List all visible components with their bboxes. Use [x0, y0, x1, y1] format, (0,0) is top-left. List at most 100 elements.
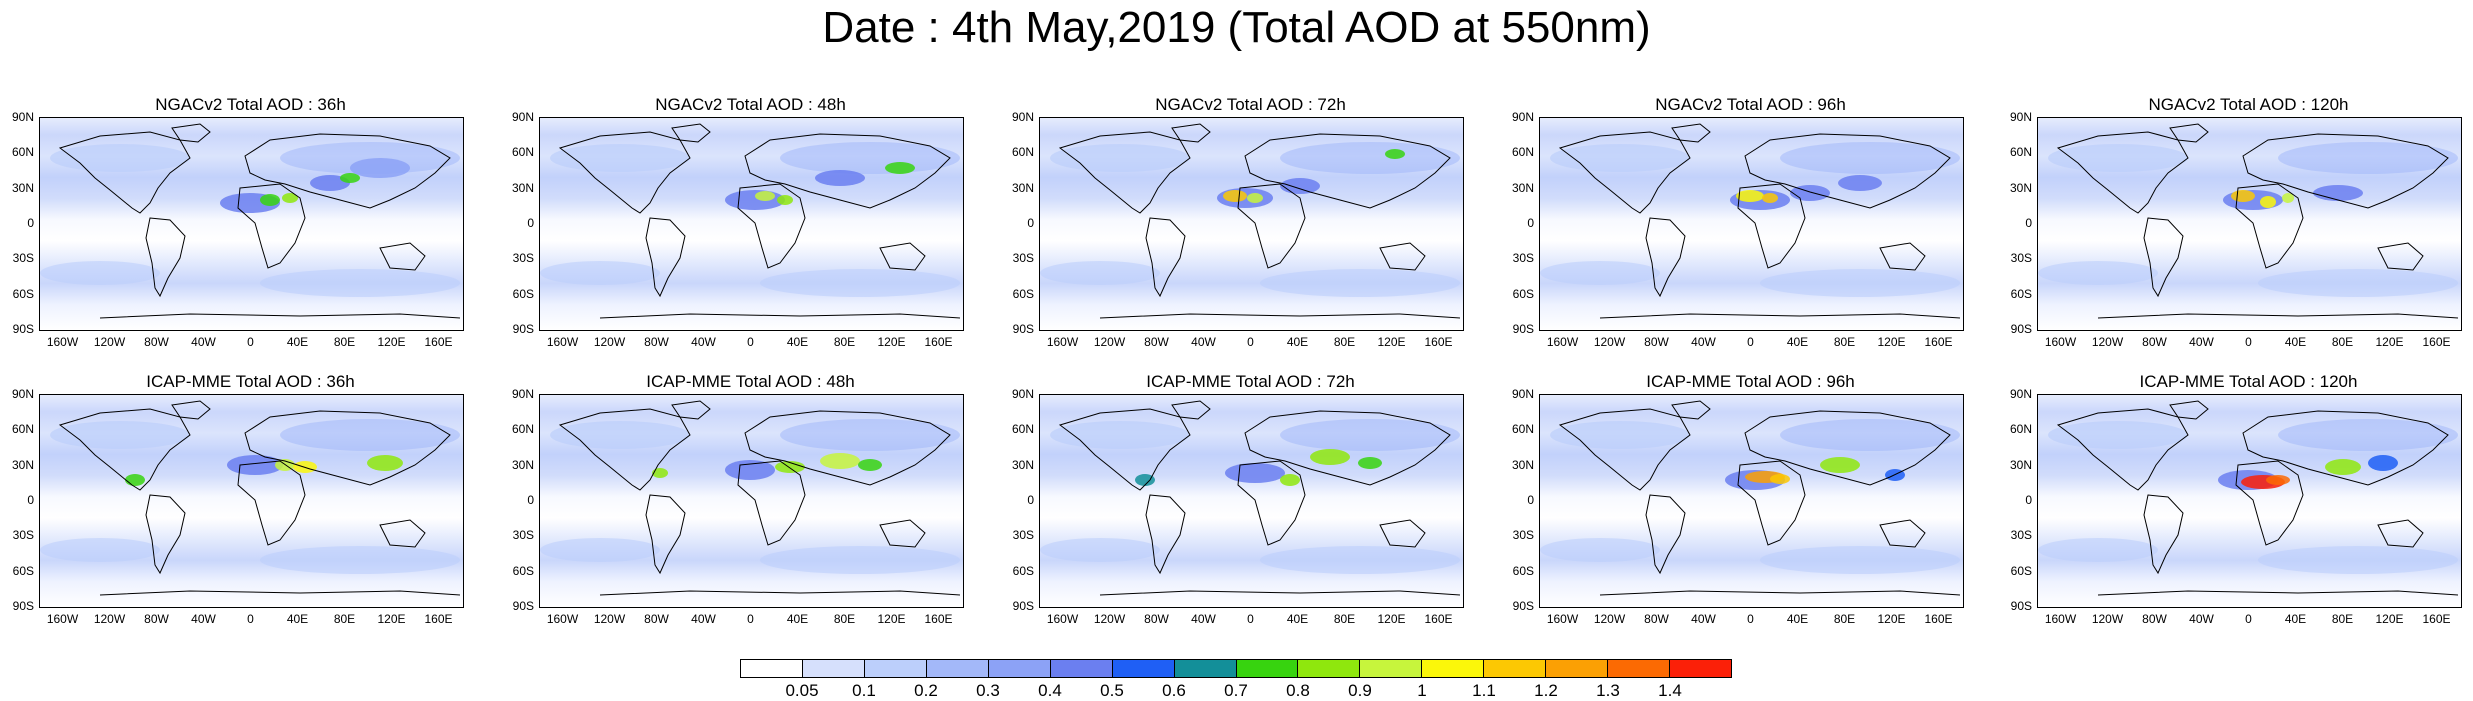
latitude-tick-label: 30N: [511, 180, 534, 195]
aod-map: [539, 117, 964, 331]
longitude-tick-label: 40E: [1286, 335, 1309, 349]
longitude-tick-label: 40E: [1286, 612, 1309, 626]
aod-field-patch: [1770, 474, 1790, 484]
aod-field-patch: [260, 269, 460, 297]
latitude-tick-label: 60S: [512, 286, 534, 301]
latitude-tick-label: 90N: [1011, 387, 1034, 401]
latitude-tick-label: 0: [1027, 493, 1034, 507]
longitude-tick-label: 160W: [1046, 612, 1079, 626]
coastline: [1737, 460, 1806, 546]
longitude-tick-label: 40W: [1691, 335, 1716, 349]
latitude-tick-label: 90S: [2010, 322, 2032, 336]
aod-field-patch: [227, 455, 283, 475]
coastline: [1237, 460, 1306, 546]
longitude-tick-label: 120E: [2375, 335, 2404, 349]
aod-field-patch: [2258, 269, 2458, 297]
aod-field-patch: [820, 453, 860, 469]
coastline: [599, 313, 961, 319]
coastline: [2242, 133, 2449, 209]
aod-map-canvas: [540, 123, 961, 319]
latitude-tick-label: 60S: [1512, 563, 1534, 578]
coastline: [558, 131, 691, 214]
colorbar-label: 1.2: [1534, 681, 1558, 700]
figure-title: Date : 4th May,2019 (Total AOD at 550nm): [822, 3, 1651, 52]
map-panel: NGACv2 Total AOD : 96h 90N 60N 30N 0 30S 60S 90…: [1500, 95, 2000, 365]
coastline: [744, 133, 951, 209]
longitude-tick-label: 160E: [1424, 335, 1453, 349]
aod-field-patch: [2048, 421, 2188, 449]
latitude-tick-label: 90N: [1011, 110, 1034, 124]
aod-map: [39, 117, 464, 331]
coastline: [244, 133, 451, 209]
latitude-tick-label: 90N: [511, 387, 534, 401]
aod-map-canvas: [1040, 123, 1461, 319]
longitude-tick-label: 120E: [1377, 335, 1406, 349]
colorbar-box: [741, 660, 803, 677]
aod-field-patch: [2260, 196, 2276, 208]
aod-field-patch: [2278, 419, 2458, 451]
latitude-tick-label: 60N: [1511, 422, 1534, 437]
coastline: [1244, 133, 1451, 209]
latitude-tick-label: 90N: [11, 387, 34, 401]
panel-title: NGACv2 Total AOD : 48h: [655, 95, 846, 114]
aod-field-patch: [760, 546, 960, 574]
aod-field-patch: [1385, 149, 1405, 159]
aod-field-patch: [2325, 459, 2361, 475]
aod-field-patch: [1223, 190, 1247, 202]
panel-title: ICAP-MME Total AOD : 96h: [1646, 372, 1855, 391]
latitude-tick-label: 30S: [1512, 528, 1534, 543]
longitude-tick-label: 40W: [1191, 612, 1216, 626]
coastline: [1145, 494, 1186, 575]
latitude-tick-label: 60S: [512, 563, 534, 578]
panel-title: ICAP-MME Total AOD : 120h: [2139, 372, 2358, 391]
latitude-tick-label: 60N: [11, 422, 34, 437]
latitude-tick-label: 90S: [1512, 322, 1534, 336]
colorbar-box: [1050, 660, 1113, 677]
latitude-tick-label: 60S: [2010, 563, 2032, 578]
coastline: [237, 183, 306, 269]
coastline: [1171, 123, 1211, 143]
coastline: [1744, 133, 1951, 209]
map-panel: ICAP-MME Total AOD : 48h 90N 60N 30N 0 30S 60S…: [500, 372, 1000, 642]
longitude-tick-label: 160W: [2044, 612, 2077, 626]
coastline: [1058, 131, 1191, 214]
longitude-tick-label: 80W: [144, 335, 169, 349]
coastline: [671, 123, 711, 143]
latitude-tick-label: 30N: [1511, 457, 1534, 472]
longitude-tick-label: 0: [747, 612, 754, 626]
colorbar-box: [1546, 660, 1609, 677]
aod-field-patch: [2266, 475, 2290, 485]
colorbar-label: 0.1: [852, 681, 876, 700]
longitude-tick-label: 0: [1247, 612, 1254, 626]
colorbar-label: 0.3: [976, 681, 1000, 700]
coastline: [2143, 217, 2184, 298]
coastline: [58, 408, 191, 491]
latitude-tick-label: 30N: [2009, 180, 2032, 195]
aod-field-patch: [1135, 474, 1155, 486]
latitude-tick-label: 60N: [11, 145, 34, 160]
aod-field-patch: [1780, 142, 1960, 174]
map-panel: ICAP-MME Total AOD : 120h 90N 60N 30N 0 30S 60…: [1998, 372, 2473, 642]
aod-field-patch: [1247, 193, 1263, 203]
coastline: [1171, 400, 1211, 420]
longitude-tick-label: 80E: [833, 612, 856, 626]
panel-title: NGACv2 Total AOD : 72h: [1155, 95, 1346, 114]
aod-field-patch: [260, 546, 460, 574]
aod-field-patch: [1310, 449, 1350, 465]
aod-map: [39, 394, 464, 608]
longitude-tick-label: 120W: [93, 612, 126, 626]
longitude-tick-label: 120E: [377, 612, 406, 626]
longitude-tick-label: 80W: [1144, 612, 1169, 626]
aod-field-patch: [2231, 190, 2255, 202]
aod-map: [1539, 394, 1964, 608]
latitude-tick-label: 30N: [1011, 180, 1034, 195]
colorbar-label: 1.1: [1472, 681, 1496, 700]
latitude-tick-label: 0: [527, 216, 534, 230]
coastline: [1244, 410, 1451, 486]
longitude-tick-label: 40E: [786, 612, 809, 626]
latitude-tick-label: 30N: [1511, 180, 1534, 195]
colorbar-label: 0.4: [1038, 681, 1062, 700]
longitude-tick-label: 40W: [191, 335, 216, 349]
aod-field-patch: [1050, 144, 1190, 172]
coastline: [58, 131, 191, 214]
